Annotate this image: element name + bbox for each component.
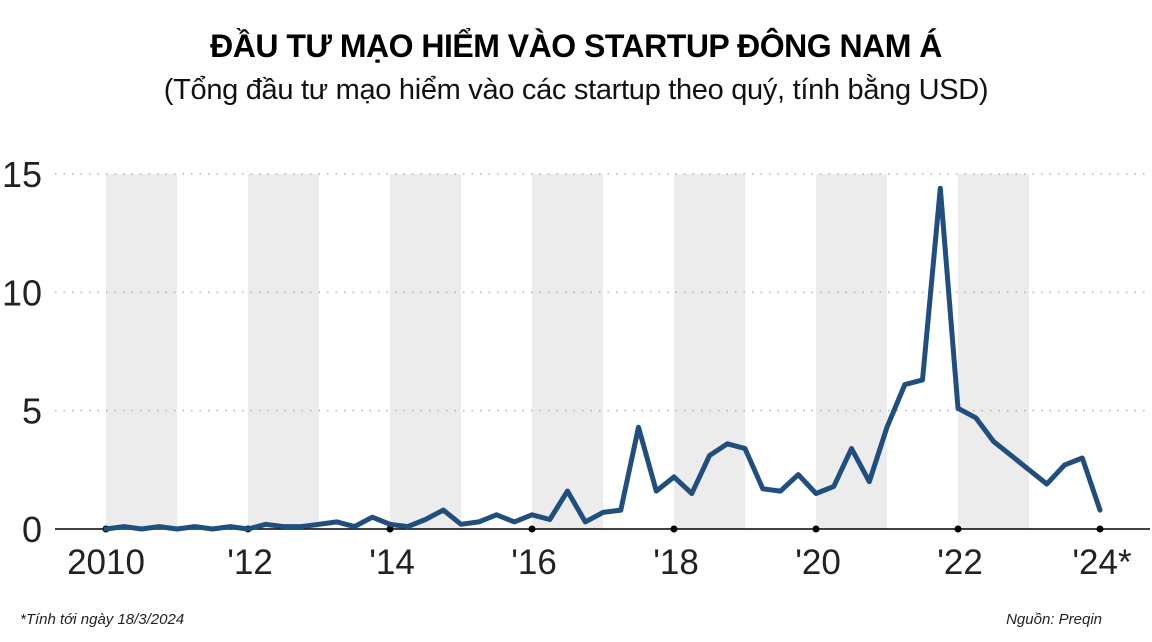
x-tick-label: '16 [511,543,557,582]
y-tick-label: 15 [2,154,42,195]
year-band [674,174,745,529]
year-band [248,174,319,529]
year-band [106,174,177,529]
y-tick-label: 10 [2,272,42,313]
y-tick-label: 0 [22,509,42,550]
x-tick-label: 2010 [67,543,145,582]
source-credit: Nguồn: Preqin [1006,611,1102,628]
x-tick-label: '12 [227,543,273,582]
chart-title: ĐẦU TƯ MẠO HIỂM VÀO STARTUP ĐÔNG NAM Á [210,28,942,64]
x-tick-label: '18 [653,543,699,582]
x-tick-label: '24* [1072,543,1132,582]
x-axis-labels: 2010 '12 '14 '16 '18 '20 '22 '24* [67,543,1132,582]
year-band [532,174,603,529]
year-band [390,174,461,529]
y-axis-labels: 0 5 10 15 [2,154,42,550]
x-tick-label: '22 [937,543,983,582]
chart-subtitle: (Tổng đầu tư mạo hiểm vào các startup th… [163,74,989,106]
x-tick-dot [1096,525,1104,533]
year-bands [106,174,1029,529]
x-tick-dot [954,525,962,533]
x-tick-label: '20 [795,543,841,582]
x-tick-dot [528,525,536,533]
x-tick-dot [386,525,394,533]
investment-line [103,185,1103,532]
x-tick-label: '14 [369,543,415,582]
x-tick-dot [670,525,678,533]
year-band [816,174,887,529]
footnote: *Tính tới ngày 18/3/2024 [20,611,185,628]
x-tick-dot [812,525,820,533]
y-tick-label: 5 [22,391,42,432]
year-band [958,174,1029,529]
